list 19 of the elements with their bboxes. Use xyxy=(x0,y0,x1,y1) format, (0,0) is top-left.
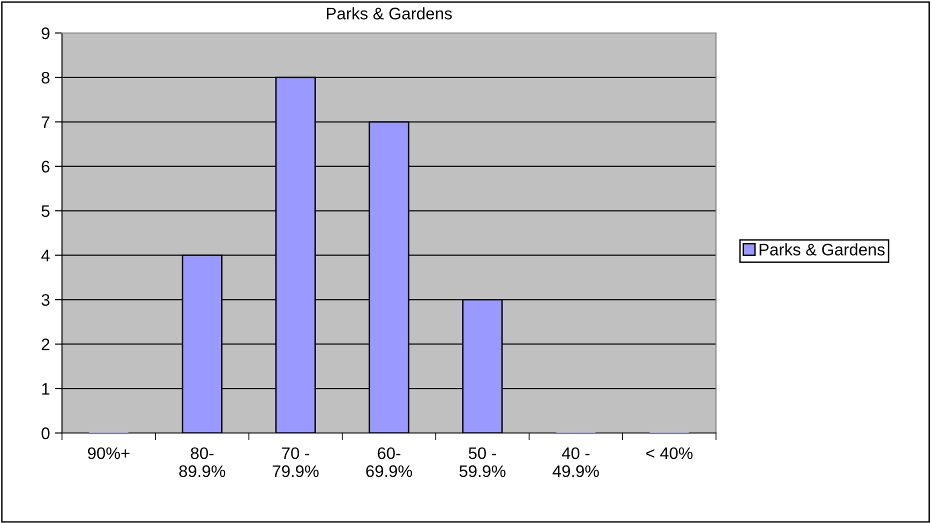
x-tick-label: < 40% xyxy=(646,447,693,460)
y-tick-label: 9 xyxy=(42,27,50,40)
y-tick-label: 6 xyxy=(42,160,50,173)
y-tick-label: 5 xyxy=(42,205,50,217)
x-tick-label: 50 - 59.9% xyxy=(459,447,506,478)
x-tick-label: 70 - 79.9% xyxy=(272,447,319,478)
y-tick-label: 3 xyxy=(42,294,50,306)
y-tick-label: 7 xyxy=(42,116,50,128)
x-tick-label: 60- 69.9% xyxy=(366,447,412,478)
x-tick-label: 40 - 49.9% xyxy=(552,447,599,478)
y-tick-label: 8 xyxy=(42,72,50,84)
y-tick-label: 1 xyxy=(42,383,50,395)
y-tick-label: 2 xyxy=(42,338,50,350)
legend-label: Parks & Gardens xyxy=(760,243,885,256)
chart-title: Parks & Gardens xyxy=(326,7,452,20)
x-tick-label: 80- 89.9% xyxy=(179,447,226,478)
y-tick-label: 0 xyxy=(42,427,50,440)
x-tick-label: 90%+ xyxy=(88,447,130,460)
y-tick-label: 4 xyxy=(41,250,50,262)
